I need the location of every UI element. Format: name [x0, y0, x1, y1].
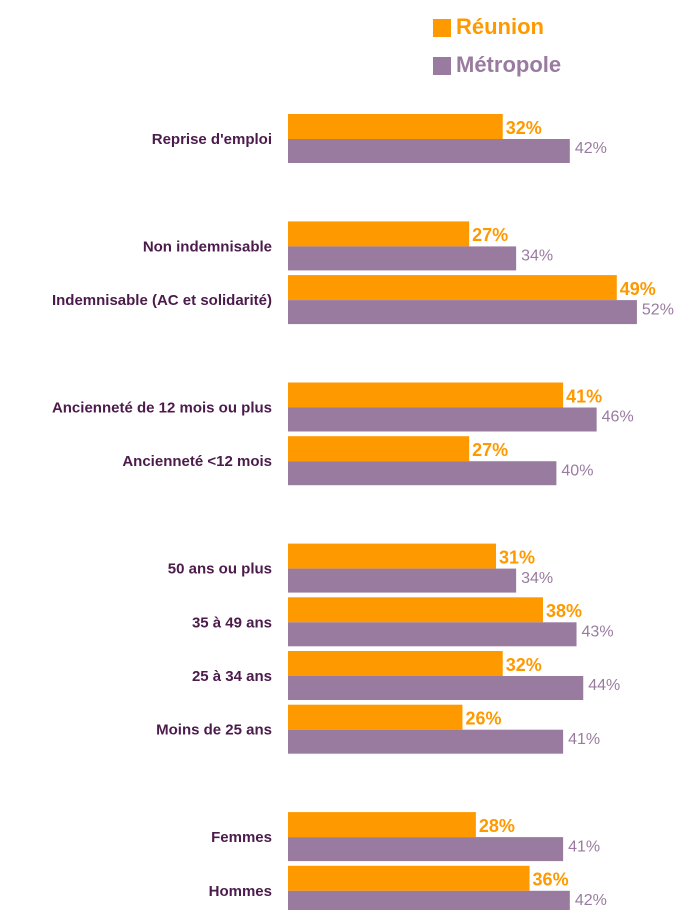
bar	[288, 812, 476, 838]
value-label: 43%	[582, 624, 614, 641]
legend-label: Métropole	[456, 52, 561, 77]
category-label: Indemnisable (AC et solidarité)	[52, 292, 272, 309]
bar	[288, 139, 570, 163]
bar	[288, 436, 470, 462]
category-label: 25 à 34 ans	[192, 668, 272, 685]
bar	[288, 729, 564, 754]
value-label: 27%	[472, 440, 508, 460]
category-label: Moins de 25 ans	[156, 722, 272, 739]
category-label: Reprise d'emploi	[152, 131, 272, 148]
bar	[288, 461, 557, 486]
bar	[288, 865, 530, 891]
bar	[288, 622, 577, 647]
value-label: 28%	[479, 816, 515, 836]
value-label: 52%	[642, 301, 674, 318]
category-label: 50 ans ou plus	[168, 561, 272, 578]
bar	[288, 382, 564, 408]
bar	[288, 300, 637, 325]
bar	[288, 221, 470, 247]
value-label: 31%	[499, 547, 535, 567]
category-label: Ancienneté de 12 mois ou plus	[52, 399, 272, 416]
legend-swatch	[433, 57, 451, 75]
value-label: 42%	[575, 892, 607, 909]
category-label: Femmes	[211, 829, 272, 846]
legend-label: Réunion	[456, 14, 544, 39]
bar	[288, 890, 570, 910]
value-label: 41%	[568, 731, 600, 748]
bar	[288, 837, 564, 862]
value-label: 40%	[561, 462, 593, 479]
value-label: 41%	[566, 386, 602, 406]
value-label: 34%	[521, 570, 553, 587]
bar	[288, 568, 517, 593]
value-label: 46%	[602, 409, 634, 426]
value-label: 26%	[465, 708, 501, 728]
value-label: 38%	[546, 601, 582, 621]
category-label: Hommes	[209, 883, 272, 900]
bar	[288, 543, 497, 569]
value-label: 49%	[620, 279, 656, 299]
value-label: 44%	[588, 677, 620, 694]
bar	[288, 407, 597, 432]
legend-swatch	[433, 19, 451, 37]
value-label: 41%	[568, 838, 600, 855]
bar	[288, 246, 517, 271]
category-label: 35 à 49 ans	[192, 614, 272, 631]
category-label: Non indemnisable	[143, 238, 272, 255]
bar	[288, 114, 503, 139]
bar	[288, 275, 617, 301]
value-label: 32%	[506, 655, 542, 675]
value-label: 36%	[533, 870, 569, 890]
bar	[288, 704, 463, 730]
category-label: Ancienneté <12 mois	[122, 453, 272, 470]
value-label: 34%	[521, 248, 553, 265]
bar	[288, 651, 503, 676]
bar	[288, 676, 584, 700]
value-label: 27%	[472, 225, 508, 245]
value-label: 42%	[575, 140, 607, 157]
bar	[288, 597, 543, 623]
value-label: 32%	[506, 118, 542, 138]
